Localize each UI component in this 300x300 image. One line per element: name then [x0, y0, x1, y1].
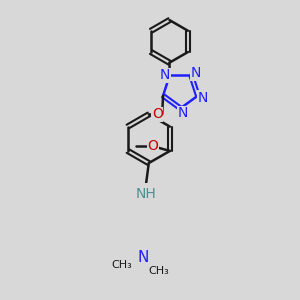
Text: N: N: [137, 250, 148, 265]
Text: O: O: [147, 139, 158, 153]
Text: N: N: [160, 68, 170, 82]
Text: N: N: [178, 106, 188, 120]
Text: N: N: [197, 91, 208, 105]
Text: CH₃: CH₃: [149, 266, 170, 276]
Text: N: N: [191, 66, 201, 80]
Text: CH₃: CH₃: [111, 260, 132, 270]
Text: NH: NH: [135, 187, 156, 200]
Text: O: O: [152, 107, 163, 122]
